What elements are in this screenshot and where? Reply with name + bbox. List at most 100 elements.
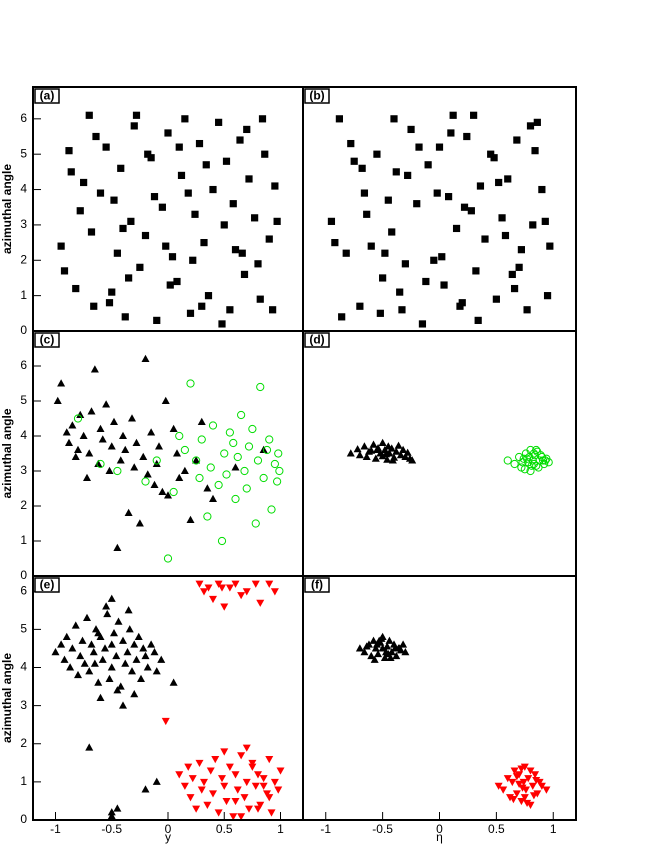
point	[258, 115, 267, 123]
point	[89, 648, 98, 656]
point	[373, 150, 381, 158]
point	[85, 743, 94, 751]
point	[495, 178, 503, 187]
point	[65, 438, 73, 446]
point	[526, 466, 535, 476]
point	[231, 771, 240, 779]
point	[125, 625, 134, 633]
point	[229, 438, 238, 448]
point	[206, 463, 215, 472]
y-tick-label: 1	[20, 533, 27, 547]
point	[382, 450, 391, 458]
point	[395, 644, 404, 652]
y-tick-label: 0	[20, 323, 27, 337]
point	[200, 238, 208, 247]
point	[231, 580, 240, 588]
point	[200, 778, 208, 787]
point	[175, 473, 184, 481]
point	[209, 595, 217, 604]
point	[96, 693, 105, 701]
point	[358, 164, 366, 172]
point	[527, 461, 536, 470]
point	[132, 655, 141, 663]
point	[74, 670, 82, 679]
point	[251, 519, 260, 528]
point	[517, 765, 526, 773]
plot-area	[327, 111, 554, 328]
point	[85, 449, 94, 457]
y-tick-label: 1	[20, 288, 27, 302]
point	[113, 466, 122, 476]
point	[192, 456, 201, 464]
point	[163, 554, 173, 563]
point	[508, 778, 517, 787]
point	[392, 651, 401, 660]
point	[254, 805, 262, 813]
point	[132, 438, 141, 446]
point	[463, 132, 471, 141]
y-tick-label: 4	[20, 428, 27, 442]
point	[83, 613, 91, 621]
point	[376, 309, 384, 317]
point	[254, 260, 262, 268]
point	[158, 487, 167, 495]
point	[508, 270, 516, 279]
point	[265, 580, 274, 588]
point	[404, 171, 412, 180]
point	[222, 470, 231, 479]
point	[265, 794, 274, 802]
point	[94, 678, 103, 686]
x-tick-label: 0.5	[216, 822, 233, 836]
point	[338, 313, 346, 321]
point	[267, 505, 276, 514]
point	[396, 288, 404, 296]
point	[251, 782, 260, 790]
point	[380, 653, 389, 661]
point	[401, 260, 409, 268]
point	[532, 776, 541, 785]
point	[121, 445, 130, 453]
point	[184, 189, 192, 197]
point	[388, 456, 397, 464]
point	[112, 651, 121, 660]
plot-area	[57, 111, 281, 328]
point	[76, 410, 85, 418]
point	[66, 663, 75, 671]
point	[153, 316, 161, 324]
point	[515, 263, 523, 271]
point	[242, 744, 251, 752]
point	[222, 797, 231, 806]
point	[197, 435, 206, 444]
point	[262, 445, 272, 455]
point	[123, 648, 132, 656]
point	[372, 640, 381, 648]
point	[208, 421, 218, 430]
point	[532, 445, 541, 455]
point	[53, 396, 62, 404]
point	[121, 659, 130, 667]
point	[195, 473, 204, 483]
point	[94, 459, 103, 467]
point	[186, 515, 195, 523]
point	[335, 115, 343, 123]
point	[181, 115, 189, 123]
point	[231, 797, 240, 806]
point	[372, 445, 381, 453]
point	[531, 771, 540, 779]
point	[68, 421, 77, 429]
point	[229, 813, 238, 820]
point	[180, 445, 189, 455]
point	[381, 249, 389, 257]
x-tick-label: -1	[320, 822, 331, 836]
point	[96, 189, 105, 197]
point	[364, 447, 373, 455]
point	[520, 763, 529, 771]
point	[65, 147, 73, 155]
point	[186, 309, 195, 317]
y-tick-label: 3	[20, 698, 27, 712]
point	[72, 284, 80, 293]
point	[150, 648, 159, 656]
point	[102, 602, 111, 610]
